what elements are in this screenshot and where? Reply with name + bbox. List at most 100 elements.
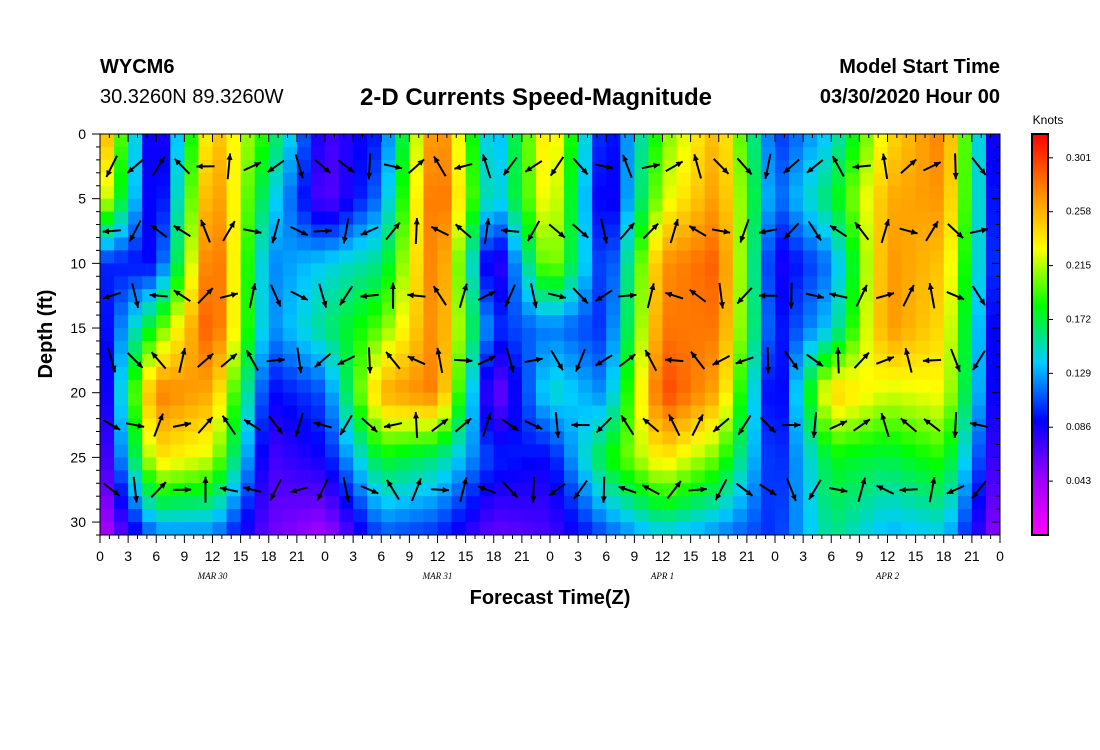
heatmap-cell <box>170 392 185 407</box>
heatmap-cell <box>760 522 776 535</box>
heatmap-cell <box>226 353 242 368</box>
heatmap-cell <box>184 483 200 497</box>
heatmap-cell <box>789 509 804 523</box>
heatmap-cell <box>198 302 214 316</box>
heatmap-cell <box>507 211 523 226</box>
heatmap-cell <box>606 509 621 523</box>
heatmap-cell <box>353 276 368 290</box>
heatmap-cell <box>915 289 931 303</box>
heatmap-cell <box>732 509 748 523</box>
heatmap-cell <box>817 328 832 342</box>
heatmap-cell <box>128 276 143 290</box>
heatmap-cell <box>367 522 382 535</box>
current-arrow <box>972 350 986 371</box>
heatmap-cell <box>296 263 312 277</box>
heatmap-cell <box>564 198 579 213</box>
heatmap-cell <box>367 159 382 174</box>
heatmap-cell <box>803 444 818 458</box>
heatmap-cell <box>690 379 706 394</box>
y-tick-label: 30 <box>70 514 86 530</box>
heatmap-cell <box>493 444 509 458</box>
heatmap-cell <box>887 470 903 484</box>
chart-title: 2-D Currents Speed-Magnitude <box>360 84 713 111</box>
heatmap-cell <box>606 224 621 239</box>
current-arrow <box>595 289 613 302</box>
heatmap-cell <box>648 496 664 510</box>
heatmap-cell <box>437 444 453 458</box>
heatmap-cell <box>789 366 804 381</box>
heatmap-cell <box>789 198 804 213</box>
current-arrow <box>688 486 707 493</box>
heatmap-cell <box>845 211 860 226</box>
heatmap-cell <box>212 431 228 446</box>
heatmap-cell <box>507 172 523 187</box>
heatmap-cell <box>325 172 340 187</box>
heatmap-cell <box>803 509 818 523</box>
heatmap-cell <box>957 315 973 329</box>
heatmap-cell <box>592 509 607 523</box>
y-axis-title: Depth (ft) <box>35 290 57 379</box>
heatmap-cell <box>437 302 453 316</box>
heatmap-cell <box>535 353 551 368</box>
heatmap-cell <box>592 431 607 446</box>
heatmap-cell <box>789 185 804 200</box>
heatmap-cell <box>789 146 804 161</box>
heatmap-cell <box>156 379 171 394</box>
y-tick-label: 15 <box>70 320 86 336</box>
heatmap-cell <box>957 250 973 264</box>
heatmap-cell <box>831 211 846 226</box>
heatmap-cell <box>803 211 818 226</box>
heatmap-cell <box>282 340 298 355</box>
current-arrow <box>266 357 285 364</box>
heatmap-cell <box>240 509 256 523</box>
heatmap-cell <box>592 379 607 394</box>
current-arrow <box>575 348 586 373</box>
heatmap-cell <box>873 379 889 394</box>
heatmap-cell <box>451 405 467 420</box>
heatmap-cell <box>254 431 270 446</box>
heatmap-cell <box>282 366 298 381</box>
heatmap-cell <box>310 250 326 264</box>
heatmap-cell <box>775 470 790 484</box>
heatmap-cell <box>929 340 945 355</box>
heatmap-cell <box>803 315 818 329</box>
heatmap-cell <box>662 470 678 484</box>
current-arrow <box>524 160 543 173</box>
heatmap-cell <box>789 315 804 329</box>
current-arrow <box>950 348 961 373</box>
heatmap-cell <box>170 328 185 342</box>
heatmap-cell <box>971 392 987 407</box>
heatmap-cell <box>985 366 1000 381</box>
heatmap-cell <box>395 250 410 264</box>
heatmap-cell <box>254 418 270 433</box>
heatmap-cell <box>929 185 945 200</box>
heatmap-cell <box>381 509 396 523</box>
heatmap-cell <box>493 353 509 368</box>
heatmap-cell <box>268 276 284 290</box>
heatmap-cell <box>100 328 115 342</box>
heatmap-cell <box>142 522 157 535</box>
heatmap-cell <box>564 134 579 148</box>
heatmap-cell <box>395 237 410 252</box>
heatmap-cell <box>901 379 917 394</box>
current-arrow <box>149 224 168 238</box>
heatmap-cell <box>578 431 593 446</box>
y-tick-label: 0 <box>78 126 86 142</box>
heatmap-cell <box>493 366 509 381</box>
heatmap-cell <box>929 522 945 535</box>
heatmap-cell <box>732 431 748 446</box>
heatmap-cell <box>732 328 748 342</box>
heatmap-cell <box>564 159 579 174</box>
heatmap-cell <box>423 496 439 510</box>
current-arrow <box>385 221 401 241</box>
current-arrow <box>178 347 187 373</box>
heatmap-cell <box>451 276 467 290</box>
heatmap-cell <box>873 302 889 316</box>
heatmap-cell <box>395 340 410 355</box>
heatmap-cell <box>873 250 889 264</box>
current-arrow <box>786 478 797 502</box>
heatmap-cell <box>156 263 171 277</box>
heatmap-cell <box>437 405 453 420</box>
heatmap-cell <box>943 198 959 213</box>
heatmap-cell <box>929 263 945 277</box>
